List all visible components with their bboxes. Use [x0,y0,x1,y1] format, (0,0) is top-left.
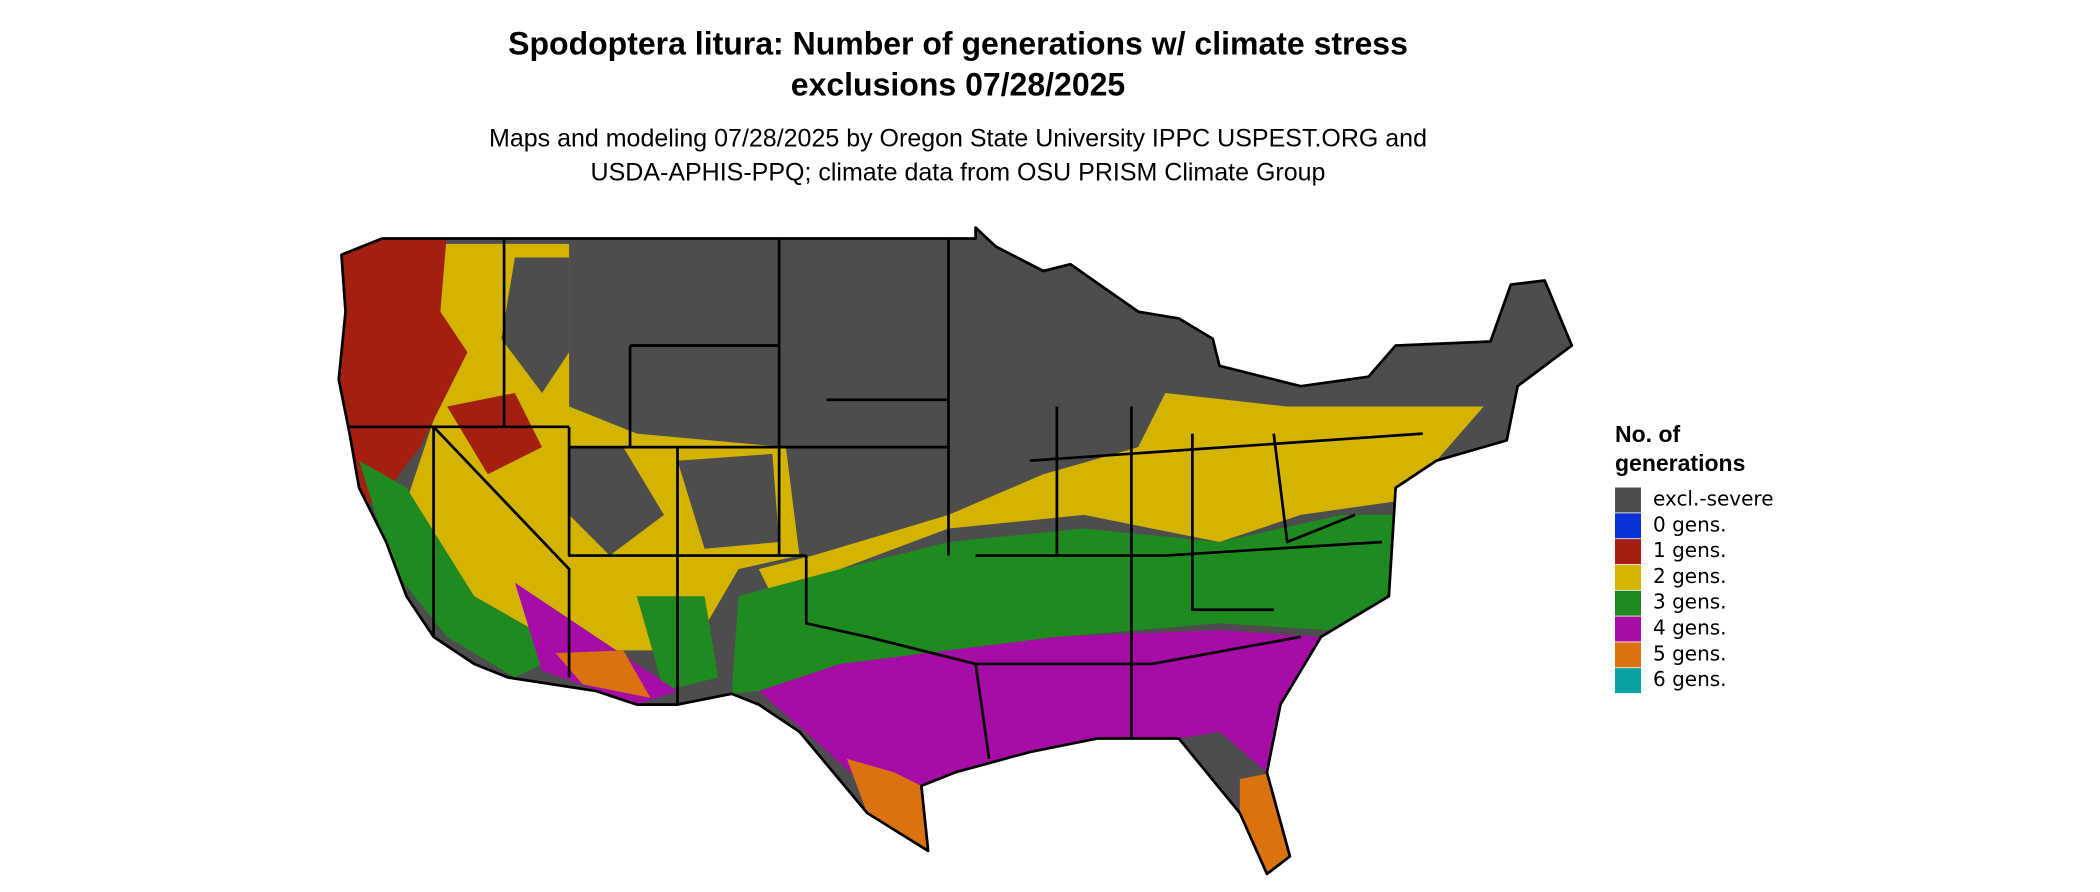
legend-swatch [1615,590,1641,616]
region [501,257,780,556]
legend-label: excl.-severe [1653,487,1774,511]
legend-swatch [1615,616,1641,642]
legend-label: 5 gens. [1653,641,1727,665]
country-border [337,226,1574,876]
subtitle: Maps and modeling 07/28/2025 by Oregon S… [489,125,1427,153]
legend-swatch [1615,539,1641,565]
map [337,226,1574,876]
region [758,630,1322,813]
legend-label: 6 gens. [1653,667,1727,691]
legend-label: 2 gens. [1653,564,1727,588]
region [731,514,1403,694]
state-border [349,238,1423,759]
legend-label: 3 gens. [1653,590,1727,614]
legend-label: 1 gens. [1653,538,1727,562]
title: Spodoptera litura: Number of generations… [508,25,1408,61]
legend-swatch [1615,487,1641,513]
region [359,460,719,692]
title: exclusions 07/28/2025 [791,66,1125,102]
subtitle: USDA-APHIS-PPQ; climate data from OSU PR… [591,159,1326,187]
legend-swatch [1615,564,1641,590]
legend-label: 4 gens. [1653,616,1727,640]
region [758,392,1484,597]
legend-swatch [1615,668,1641,694]
region [555,650,651,698]
legend-label: 0 gens. [1653,512,1727,536]
legend-swatch [1615,513,1641,539]
legend-title: generations [1615,450,1745,476]
region [338,230,543,515]
legend-swatch [1615,642,1641,668]
legend-title: No. of [1615,421,1680,447]
